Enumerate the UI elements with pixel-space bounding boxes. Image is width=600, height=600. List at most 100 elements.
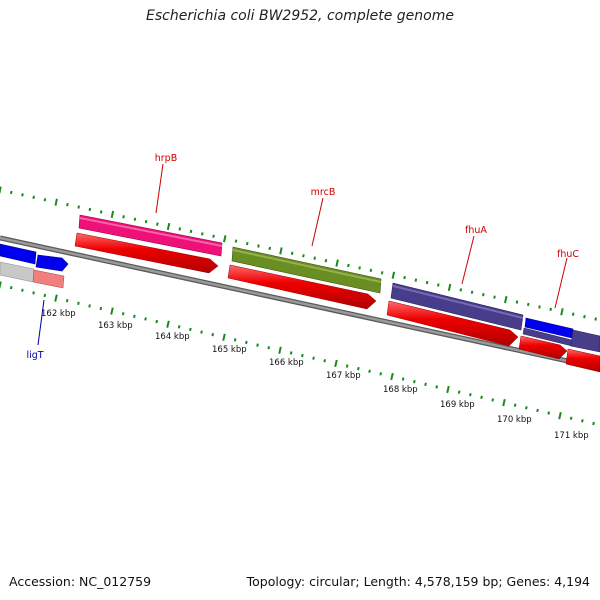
tick-mark bbox=[569, 416, 573, 420]
tick-mark bbox=[391, 271, 396, 279]
tick-mark bbox=[313, 256, 316, 260]
tick-mark bbox=[234, 239, 238, 243]
tick-mark bbox=[166, 222, 171, 231]
tick-mark bbox=[9, 285, 13, 290]
map-title: Escherichia coli BW2952, complete genome bbox=[146, 8, 454, 24]
tick-mark bbox=[425, 280, 429, 285]
tick-mark bbox=[301, 353, 304, 358]
tick-mark bbox=[536, 408, 539, 413]
gene-label-fhuA: fhuA bbox=[465, 225, 487, 236]
tick-mark bbox=[54, 294, 58, 302]
tick-mark bbox=[493, 295, 496, 299]
tick-mark bbox=[482, 293, 485, 297]
tick-mark bbox=[504, 295, 508, 304]
gene-ligT[interactable] bbox=[0, 243, 69, 289]
tick-mark bbox=[99, 210, 103, 214]
gene-next-offscreen[interactable] bbox=[565, 329, 600, 373]
gene-mrcB[interactable] bbox=[227, 246, 382, 310]
tick-mark bbox=[413, 379, 416, 384]
kbp-label: 169 kbp bbox=[440, 400, 475, 410]
tick-mark bbox=[177, 325, 181, 329]
tick-mark bbox=[267, 346, 271, 350]
tick-mark bbox=[43, 293, 47, 298]
tick-mark bbox=[446, 385, 450, 394]
tick-mark bbox=[390, 372, 394, 381]
tick-mark bbox=[345, 364, 349, 368]
tick-mark bbox=[278, 346, 282, 354]
gene-labels: hrpB mrcB fhuA fhuC ligT bbox=[26, 153, 579, 361]
kbp-label: 165 kbp bbox=[212, 345, 247, 355]
tick-mark bbox=[245, 340, 248, 345]
tick-mark bbox=[201, 232, 204, 236]
tick-mark bbox=[435, 385, 439, 389]
tick-mark bbox=[121, 312, 125, 316]
gene-fhuC[interactable] bbox=[518, 317, 574, 360]
tick-mark bbox=[335, 259, 339, 267]
tick-mark bbox=[9, 190, 13, 195]
tick-mark bbox=[212, 234, 215, 238]
tick-mark bbox=[200, 330, 203, 334]
tick-mark bbox=[144, 219, 148, 224]
tick-mark bbox=[268, 246, 272, 251]
tick-mark bbox=[21, 193, 24, 197]
tick-mark bbox=[133, 314, 136, 319]
tick-mark bbox=[581, 419, 584, 423]
kbp-labels: 162 kbp 163 kbp 164 kbp 165 kbp 166 kbp … bbox=[41, 309, 589, 441]
tick-mark bbox=[32, 291, 35, 295]
kbp-label: 164 kbp bbox=[155, 332, 190, 342]
tick-mark bbox=[560, 308, 564, 316]
tick-mark bbox=[88, 304, 91, 308]
kbp-label: 171 kbp bbox=[554, 431, 589, 441]
tick-mark bbox=[257, 244, 260, 248]
outer-tick-track bbox=[0, 186, 597, 321]
tick-mark bbox=[110, 307, 114, 315]
tick-mark bbox=[515, 300, 519, 304]
kbp-label: 162 kbp bbox=[41, 309, 76, 319]
gene-label-hrpB: hrpB bbox=[155, 153, 177, 164]
tick-mark bbox=[547, 411, 551, 415]
tick-mark bbox=[401, 377, 405, 381]
tick-mark bbox=[256, 343, 259, 347]
tick-mark bbox=[470, 290, 474, 294]
tick-mark bbox=[0, 186, 2, 194]
tick-mark bbox=[211, 332, 215, 337]
tick-mark bbox=[0, 281, 2, 289]
tick-mark bbox=[358, 266, 361, 270]
gene-hrpB[interactable] bbox=[74, 214, 223, 274]
tick-mark bbox=[459, 288, 463, 292]
tick-mark bbox=[144, 317, 147, 321]
tick-mark bbox=[592, 421, 595, 426]
tick-mark bbox=[513, 403, 517, 407]
tick-mark bbox=[368, 369, 371, 373]
tick-mark bbox=[323, 359, 327, 363]
kbp-label: 166 kbp bbox=[269, 358, 304, 368]
tick-mark bbox=[189, 229, 193, 234]
tick-mark bbox=[457, 390, 461, 394]
tick-mark bbox=[222, 333, 226, 341]
tick-mark bbox=[279, 247, 283, 255]
kbp-label: 170 kbp bbox=[497, 415, 532, 425]
tick-mark bbox=[526, 302, 530, 307]
label-leaders bbox=[37, 163, 568, 346]
tick-mark bbox=[289, 351, 293, 355]
tick-mark bbox=[571, 312, 575, 316]
tick-mark bbox=[380, 271, 384, 275]
tick-mark bbox=[312, 356, 315, 360]
tick-mark bbox=[43, 198, 47, 202]
tick-mark bbox=[166, 320, 170, 328]
tick-mark bbox=[583, 314, 586, 319]
genome-backbone bbox=[0, 235, 600, 371]
tick-mark bbox=[302, 254, 305, 258]
tick-mark bbox=[99, 306, 103, 311]
tick-mark bbox=[77, 205, 80, 209]
tick-mark bbox=[223, 235, 227, 243]
tick-mark bbox=[525, 406, 528, 410]
tick-mark bbox=[424, 382, 427, 387]
tick-mark bbox=[88, 207, 92, 212]
tick-mark bbox=[502, 398, 506, 407]
gene-fhuA[interactable] bbox=[386, 282, 524, 347]
tick-mark bbox=[357, 366, 360, 371]
tick-mark bbox=[558, 411, 562, 420]
